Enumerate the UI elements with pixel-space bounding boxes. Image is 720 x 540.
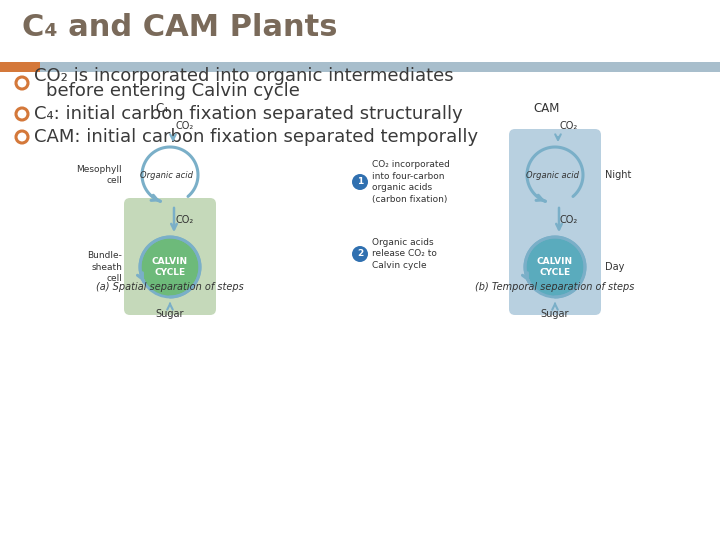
Text: C₄ and CAM Plants: C₄ and CAM Plants — [22, 13, 338, 42]
Text: Mesophyll
cell: Mesophyll cell — [76, 165, 122, 185]
FancyBboxPatch shape — [124, 198, 216, 315]
Circle shape — [140, 237, 200, 297]
Text: (a) Spatial separation of steps: (a) Spatial separation of steps — [96, 282, 244, 292]
Text: CO₂: CO₂ — [175, 121, 193, 131]
Text: Organic acid: Organic acid — [140, 171, 194, 179]
Bar — [40, 62, 720, 72]
Text: CAM: initial carbon fixation separated temporally: CAM: initial carbon fixation separated t… — [34, 128, 478, 146]
Text: CALVIN
CYCLE: CALVIN CYCLE — [152, 257, 188, 276]
Text: C₄: C₄ — [156, 102, 168, 115]
Text: Night: Night — [605, 170, 631, 180]
Text: CAM: CAM — [534, 102, 560, 115]
Circle shape — [352, 246, 368, 262]
Circle shape — [352, 174, 368, 190]
FancyBboxPatch shape — [509, 129, 601, 315]
Text: CO₂ incorporated
into four-carbon
organic acids
(carbon fixation): CO₂ incorporated into four-carbon organi… — [372, 160, 450, 204]
Text: Sugar: Sugar — [541, 309, 570, 319]
Text: Organic acid: Organic acid — [526, 171, 578, 179]
Text: CO₂: CO₂ — [560, 215, 578, 225]
Text: 2: 2 — [357, 249, 363, 259]
Text: Sugar: Sugar — [156, 309, 184, 319]
Text: Organic acids
release CO₂ to
Calvin cycle: Organic acids release CO₂ to Calvin cycl… — [372, 238, 437, 270]
Text: C₄: initial carbon fixation separated structurally: C₄: initial carbon fixation separated st… — [34, 105, 463, 123]
Text: before entering Calvin cycle: before entering Calvin cycle — [46, 82, 300, 100]
Circle shape — [525, 237, 585, 297]
Text: Bundle-
sheath
cell: Bundle- sheath cell — [87, 252, 122, 282]
Text: CO₂: CO₂ — [560, 121, 578, 131]
Text: CO₂: CO₂ — [175, 215, 193, 225]
Text: 1: 1 — [357, 178, 363, 186]
Bar — [0, 62, 40, 72]
Text: CALVIN
CYCLE: CALVIN CYCLE — [537, 257, 573, 276]
Text: (b) Temporal separation of steps: (b) Temporal separation of steps — [475, 282, 635, 292]
Text: CO₂ is incorporated into organic intermediates: CO₂ is incorporated into organic interme… — [34, 67, 454, 85]
Text: Day: Day — [605, 262, 624, 272]
